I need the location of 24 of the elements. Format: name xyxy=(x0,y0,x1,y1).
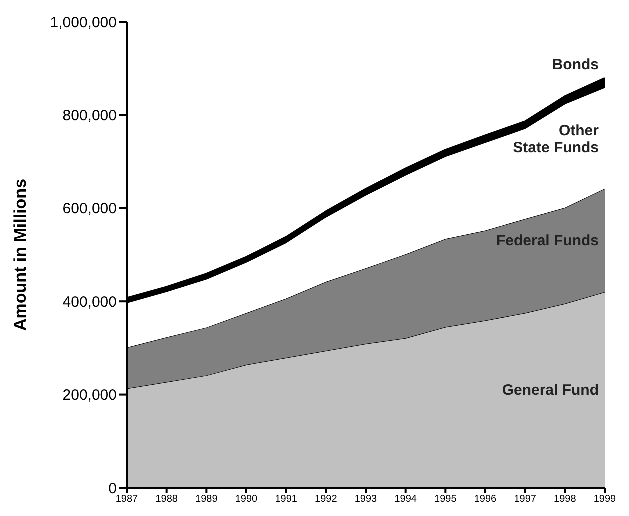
y-tick-label: 200,000 xyxy=(62,387,117,404)
y-tick-label: 1,000,000 xyxy=(50,14,117,32)
x-tick-label: 1988 xyxy=(156,494,178,506)
x-tick-label: 1995 xyxy=(434,494,458,506)
y-axis-title: Amount in Millions xyxy=(11,178,30,332)
series-label: General Fund xyxy=(502,382,599,400)
x-tick-label: 1992 xyxy=(315,494,338,506)
x-tick-label: 1991 xyxy=(275,494,298,506)
series-label: Bonds xyxy=(552,56,599,74)
x-tick-label: 1997 xyxy=(514,494,537,506)
y-tick-label: 0 xyxy=(108,480,117,498)
x-tick-label: 1990 xyxy=(235,494,258,506)
y-tick-label: 600,000 xyxy=(62,200,117,218)
x-tick-label: 1987 xyxy=(116,494,139,506)
series-label: Federal Funds xyxy=(496,232,599,250)
x-tick-label: 1994 xyxy=(394,494,418,506)
y-tick-label: 400,000 xyxy=(62,294,117,311)
x-tick-label: 1999 xyxy=(594,494,617,506)
x-tick-label: 1993 xyxy=(354,494,378,506)
series-label: Other State Funds xyxy=(513,122,600,156)
x-tick-label: 1996 xyxy=(474,494,498,506)
x-tick-label: 1998 xyxy=(554,494,577,506)
x-tick-label: 1989 xyxy=(196,494,218,506)
y-tick-label: 800,000 xyxy=(62,108,117,125)
